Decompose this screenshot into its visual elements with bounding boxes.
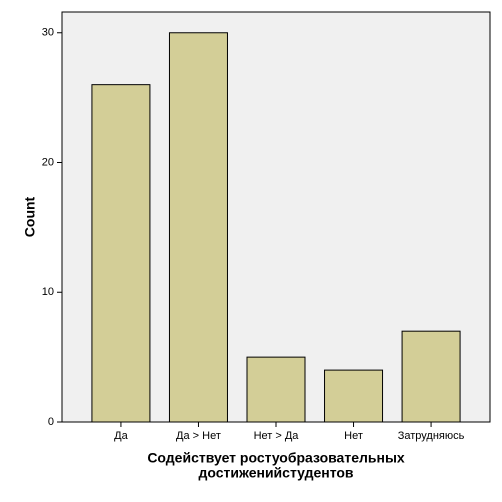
y-tick-label: 0: [48, 416, 54, 428]
bar: [401, 330, 461, 423]
x-tick-label: Да > Нет: [176, 430, 221, 442]
x-axis-label: достиженийстудентов: [198, 465, 353, 481]
x-tick-label: Да: [114, 430, 128, 442]
y-tick-label: 10: [42, 286, 54, 298]
y-axis-label: Count: [22, 196, 38, 237]
x-axis-label: Содействует ростуобразовательных: [147, 450, 405, 466]
bar: [168, 32, 228, 423]
bar: [324, 369, 384, 423]
x-tick-label: Нет: [344, 430, 363, 442]
bar: [246, 356, 306, 423]
x-tick-label: Нет > Да: [254, 430, 300, 442]
y-tick-label: 20: [42, 156, 54, 168]
y-tick-label: 30: [42, 27, 54, 39]
x-tick-label: Затрудняюсь: [398, 430, 465, 442]
bar: [91, 84, 151, 423]
